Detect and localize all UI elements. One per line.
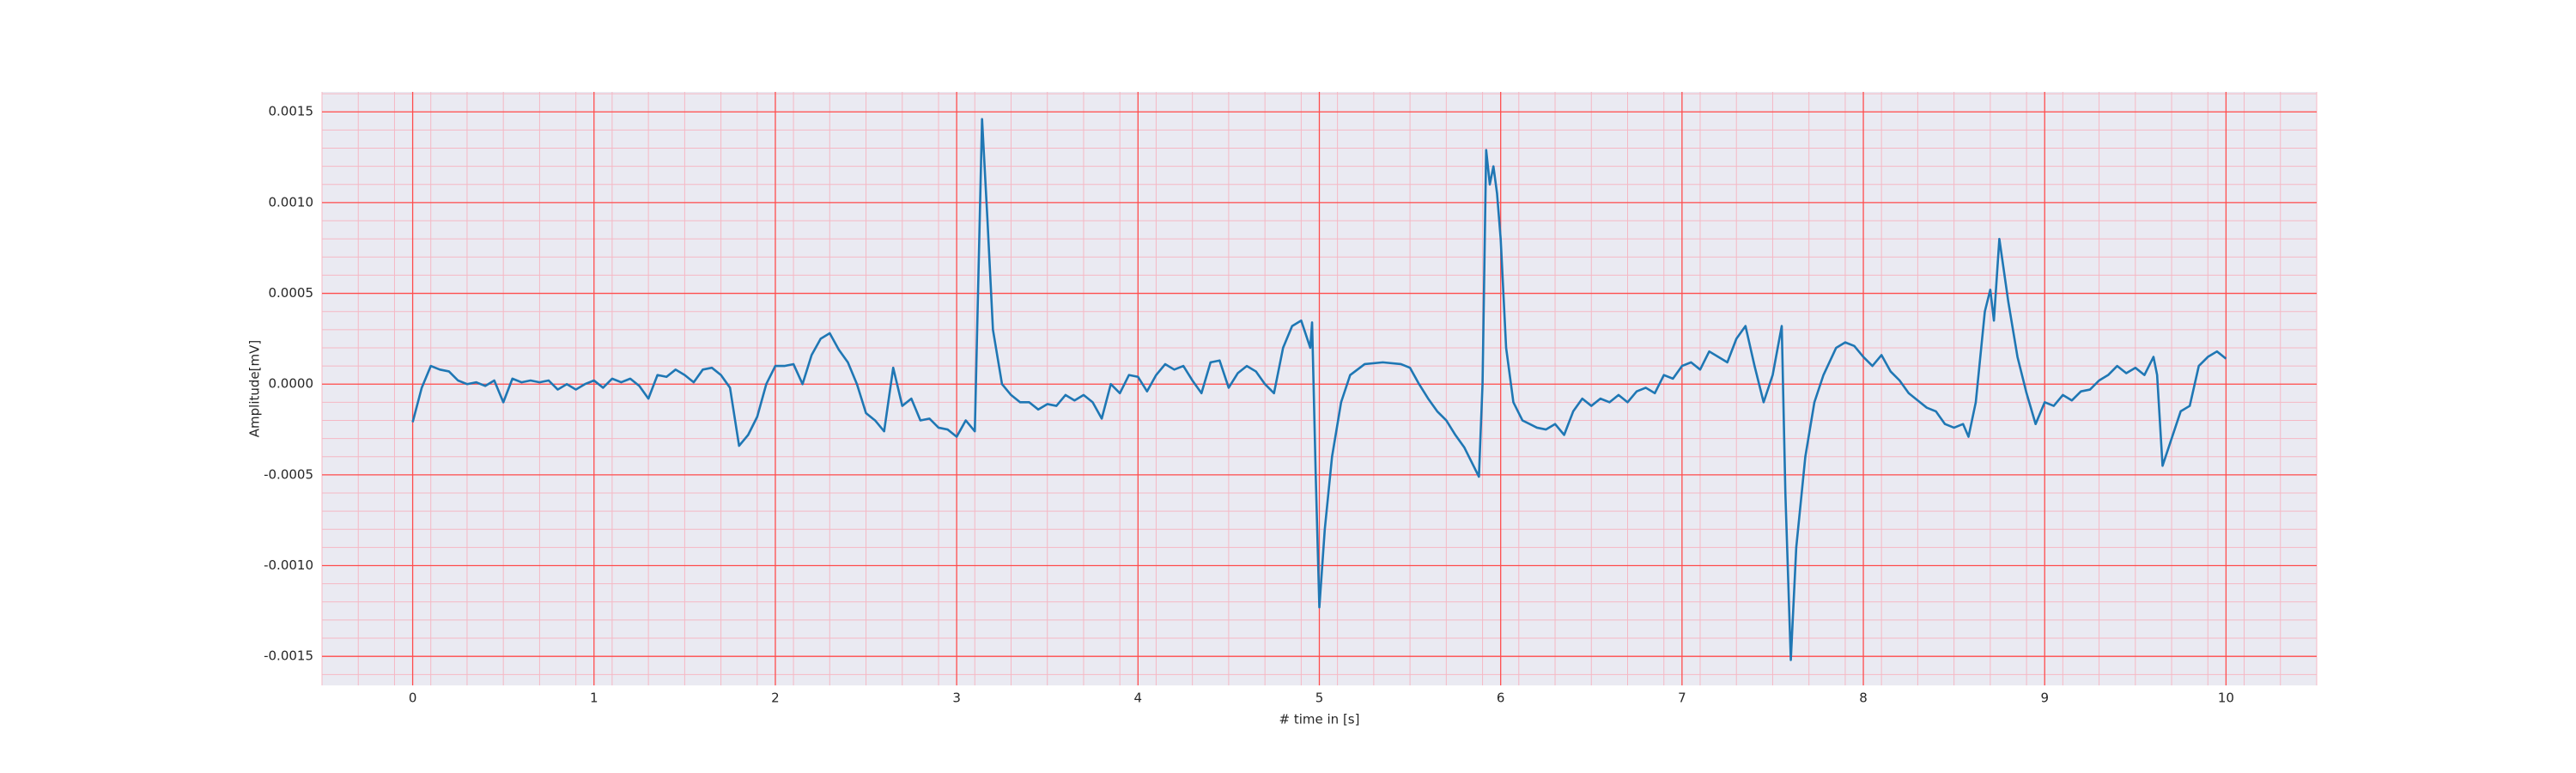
x-tick-label: 3 <box>952 691 961 706</box>
y-tick-label: 0.0010 <box>269 194 314 210</box>
grid <box>321 92 2318 685</box>
x-axis-label: # time in [s] <box>1279 712 1360 727</box>
y-tick-label: -0.0015 <box>264 648 313 664</box>
x-tick-label: 2 <box>771 691 780 706</box>
y-tick-label: 0.0000 <box>269 376 314 392</box>
x-tick-label: 6 <box>1497 691 1505 706</box>
y-tick-label: 0.0015 <box>269 104 314 119</box>
line-series <box>411 118 2227 661</box>
x-tick-label: 7 <box>1678 691 1686 706</box>
x-tick-label: 4 <box>1134 691 1143 706</box>
x-tick-label: 1 <box>590 691 598 706</box>
y-tick-label: -0.0010 <box>264 557 313 573</box>
y-tick-label: 0.0005 <box>269 285 314 301</box>
x-tick-label: 9 <box>2040 691 2049 706</box>
x-tick-label: 10 <box>2218 691 2234 706</box>
x-tick-label: 5 <box>1315 691 1324 706</box>
y-axis-label: Amplitude[mV] <box>247 340 263 437</box>
marks <box>411 118 2227 661</box>
x-tick-label: 0 <box>409 691 417 706</box>
x-tick-label: 8 <box>1859 691 1868 706</box>
y-tick-label: -0.0005 <box>264 466 313 482</box>
